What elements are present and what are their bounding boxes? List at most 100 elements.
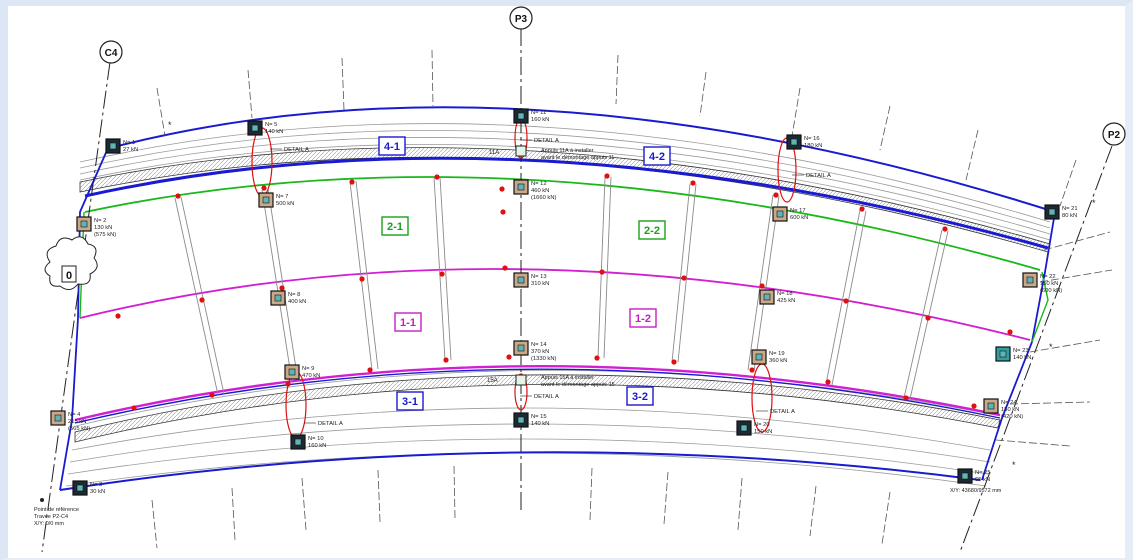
panel-label-2-1: 2-1 xyxy=(381,216,409,236)
radial-ticks xyxy=(151,49,1113,549)
axis-label-p3: P3 xyxy=(515,14,528,25)
axis-bubble-p2: P2 xyxy=(1102,122,1126,146)
support-number: N= 19 xyxy=(769,351,785,357)
support-number: N= 16 xyxy=(804,136,820,142)
svg-text:*: * xyxy=(1049,342,1053,352)
support-load: 600 kN xyxy=(790,215,808,221)
green-line xyxy=(84,176,1041,271)
support-number: N= 21 xyxy=(1062,206,1078,212)
panel-label-1-1: 1-1 xyxy=(394,312,422,332)
reference-point-note: Point de référence Travée P2-C4 X/Y: 0/0… xyxy=(34,498,79,527)
left-edge xyxy=(59,147,109,491)
blue-edge-bottom xyxy=(59,451,981,491)
detail-label: DETAIL A xyxy=(770,409,795,415)
panel-label-1-2: 1-2 xyxy=(629,308,657,328)
support-load: 425 kN xyxy=(777,298,795,304)
note-11a: 11A Appuis 11A à installer avant le démo… xyxy=(489,145,614,161)
panel-label-text: 1-1 xyxy=(400,317,416,329)
svg-text:*: * xyxy=(168,120,172,130)
panel-label-text: 4-1 xyxy=(384,141,400,153)
support-number: N= 22 xyxy=(1040,274,1056,280)
panel-labels: 4-1 4-2 2-1 2-2 1-1 1-2 3-1 3-2 xyxy=(378,136,671,411)
support-load: 27 kN xyxy=(123,147,138,153)
support-load: 140 kN xyxy=(531,421,549,427)
support-load-alt: (420 kN) xyxy=(1001,414,1023,420)
support-load: 140 kN xyxy=(1013,355,1031,361)
support-number: N= 8 xyxy=(288,292,300,298)
panel-label-text: 1-2 xyxy=(635,313,651,325)
blue-line-low xyxy=(74,368,1001,424)
support-node: N= 127 kN xyxy=(105,138,138,154)
support-load: 140 kN xyxy=(265,129,283,135)
support-load: 130 kN xyxy=(94,225,112,231)
support-load: 150 kN xyxy=(754,429,772,435)
support-number: N= 3 xyxy=(90,482,102,488)
detail-label: DETAIL A xyxy=(534,394,559,400)
support-load-alt: (575 kN) xyxy=(94,232,116,238)
tag-11a: 11A xyxy=(489,150,499,156)
deck-lines xyxy=(65,123,1051,487)
coord-note: X/Y: 43680/9572 mm xyxy=(950,488,1002,494)
detail-label: DETAIL A xyxy=(534,138,559,144)
support-number: N= 5 xyxy=(265,122,277,128)
support-load-alt: (1660 kN) xyxy=(531,195,557,201)
support-load: 500 kN xyxy=(276,201,294,207)
support-number: N= 20 xyxy=(754,422,770,428)
magenta-line-low xyxy=(74,365,1001,422)
appuis-11a-line2: avant le démontage appuis 11 xyxy=(541,155,614,161)
tag-15a: 15A xyxy=(487,378,498,384)
ref-line1: Point de référence xyxy=(34,507,79,513)
panel-label-3-2: 3-2 xyxy=(626,386,654,406)
detail-labels: DETAIL A DETAIL A DETAIL A DETAIL A DETAIL A… xyxy=(270,138,831,427)
support-load: 400 kN xyxy=(288,299,306,305)
panel-label-text: 2-1 xyxy=(387,221,403,233)
support-number: N= 7 xyxy=(276,194,288,200)
panel-label-text: 3-1 xyxy=(402,396,418,408)
support-number: N= 1 xyxy=(123,140,135,146)
support-load: 215 kN xyxy=(68,419,86,425)
appuis-11a-line1: Appuis 11A à installer xyxy=(541,148,594,154)
radial-beams xyxy=(174,176,949,400)
panel-label-4-2: 4-2 xyxy=(643,146,671,166)
svg-text:*: * xyxy=(1092,198,1096,208)
svg-text:*: * xyxy=(1012,460,1016,470)
support-number: N= 17 xyxy=(790,208,806,214)
ref-line2: Travée P2-C4 xyxy=(34,514,68,520)
support-load: 180 kN xyxy=(804,143,822,149)
support-load: 160 kN xyxy=(531,117,549,123)
detail-label: DETAIL A xyxy=(806,173,831,179)
support-load: 150 kN xyxy=(1040,281,1058,287)
support-load: 470 kN xyxy=(302,373,320,379)
panel-label-text: 4-2 xyxy=(649,151,665,163)
support-number: N= 11 xyxy=(531,110,546,116)
detail-label: DETAIL A xyxy=(284,147,309,153)
asterisk-marks: * * * * xyxy=(168,120,1096,470)
support-load: 65 kN xyxy=(975,477,990,483)
support-load: 360 kN xyxy=(769,358,787,364)
axis-lines xyxy=(41,28,1113,553)
support-load-alt: (600 kN) xyxy=(1040,288,1062,294)
support-number: N= 13 xyxy=(531,274,547,280)
axis-bubble-c4: C4 xyxy=(99,40,123,64)
red-dots xyxy=(115,173,1013,411)
axis-label-c4: C4 xyxy=(105,48,118,59)
panel-label-3-1: 3-1 xyxy=(396,391,424,411)
support-number: N= 10 xyxy=(308,436,324,442)
